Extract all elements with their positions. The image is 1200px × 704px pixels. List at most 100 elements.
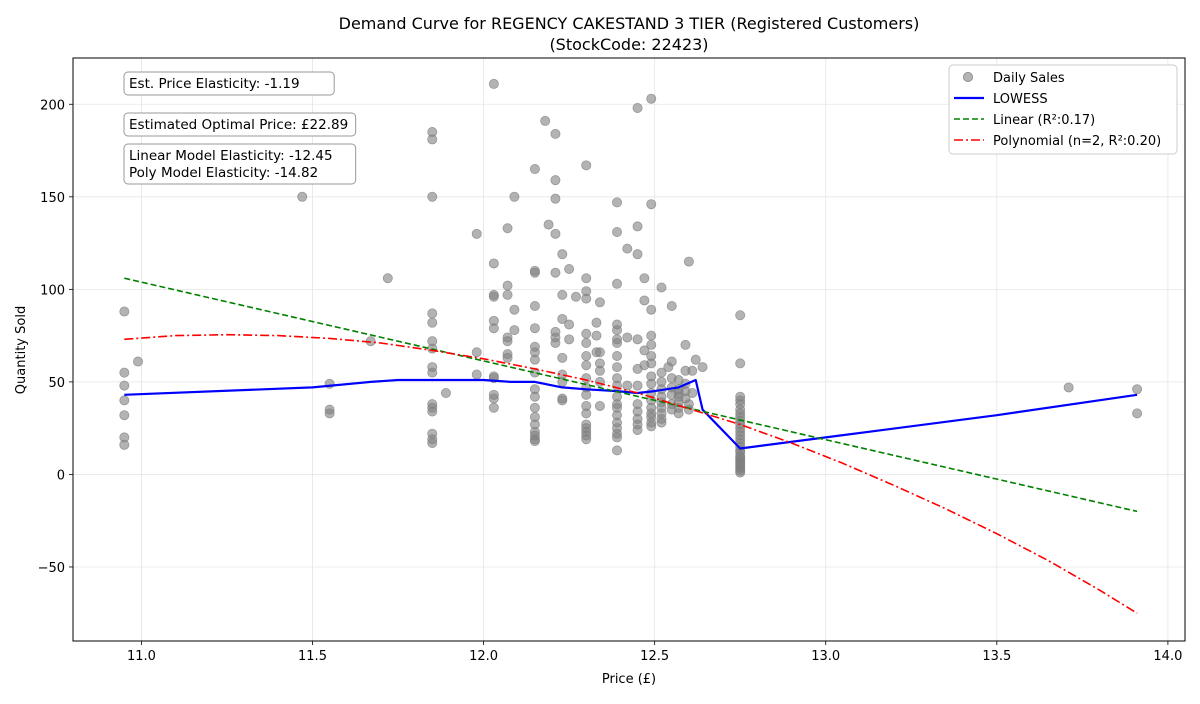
scatter-point <box>581 328 592 339</box>
polynomial-fit-line <box>124 333 1138 614</box>
scatter-point <box>488 78 499 89</box>
scatter-point <box>529 164 540 175</box>
scatter-point <box>557 313 568 324</box>
annotation-text: Linear Model Elasticity: -12.45 <box>129 148 333 164</box>
y-tick-label: 50 <box>48 376 65 391</box>
scatter-point <box>594 400 605 411</box>
scatter-point <box>591 330 602 341</box>
scatter-point <box>502 336 513 347</box>
scatter-point <box>581 360 592 371</box>
scatter-point <box>612 350 623 361</box>
scatter-point <box>529 367 540 378</box>
scatter-point <box>471 347 482 358</box>
x-tick-label: 13.5 <box>982 649 1011 664</box>
scatter-point <box>581 408 592 419</box>
scatter-point <box>488 291 499 302</box>
scatter-point <box>427 437 438 448</box>
scatter-point <box>557 289 568 300</box>
scatter-point <box>591 317 602 328</box>
scatter-point <box>427 367 438 378</box>
scatter-point <box>697 362 708 373</box>
scatter-point <box>471 228 482 239</box>
scatter-point <box>646 93 657 104</box>
scatter-point <box>550 267 561 278</box>
scatter-point <box>557 395 568 406</box>
scatter-point <box>502 280 513 291</box>
scatter-point <box>656 417 667 428</box>
scatter-point <box>646 199 657 210</box>
scatter-point <box>133 356 144 367</box>
scatter-point <box>550 175 561 186</box>
scatter-point <box>656 282 667 293</box>
scatter-point <box>543 219 554 230</box>
scatter-point <box>683 404 694 415</box>
scatter-point <box>581 293 592 304</box>
legend-label: Polynomial (n=2, R²:0.20) <box>993 134 1161 149</box>
y-tick-label: 0 <box>57 468 65 483</box>
scatter-point <box>646 358 657 369</box>
y-axis-label: Quantity Sold <box>14 306 29 394</box>
scatter-point <box>324 408 335 419</box>
scatter-point <box>666 301 677 312</box>
scatter-point <box>581 373 592 384</box>
scatter-point <box>594 347 605 358</box>
chart-title-line-1: Demand Curve for REGENCY CAKESTAND 3 TIE… <box>339 14 920 33</box>
scatter-point <box>1132 384 1143 395</box>
scatter-point <box>594 365 605 376</box>
legend-frame <box>948 64 1178 155</box>
scatter-point <box>440 387 451 398</box>
scatter-point <box>119 439 130 450</box>
scatter-point <box>119 395 130 406</box>
scatter-point <box>529 391 540 402</box>
scatter-point <box>646 330 657 341</box>
scatter-point <box>509 325 520 336</box>
scatter-point <box>683 256 694 267</box>
scatter-point <box>735 358 746 369</box>
y-tick-label: 100 <box>40 283 65 298</box>
scatter-point <box>550 128 561 139</box>
scatter-point <box>622 380 633 391</box>
annotation-boxes: Est. Price Elasticity: -1.19 Estimated Op… <box>123 71 357 185</box>
legend-label: Daily Sales <box>993 71 1065 86</box>
scatter-point <box>639 345 650 356</box>
scatter-point <box>1063 382 1074 393</box>
scatter-point <box>581 389 592 400</box>
annotation-frame <box>123 112 357 137</box>
scatter-point <box>632 102 643 113</box>
x-tick-label: 12.0 <box>469 649 498 664</box>
scatter-point <box>646 339 657 350</box>
x-tick-label: 13.0 <box>811 649 840 664</box>
scatter-point <box>646 378 657 389</box>
y-tick-label: −50 <box>38 561 65 576</box>
scatter-point <box>119 367 130 378</box>
x-tick-label: 14.0 <box>1153 649 1182 664</box>
scatter-point <box>427 406 438 417</box>
scatter-point <box>557 352 568 363</box>
scatter-point <box>735 310 746 321</box>
scatter-point <box>594 297 605 308</box>
legend-label: Linear (R²:0.17) <box>993 113 1095 128</box>
scatter-point <box>632 249 643 260</box>
scatter-point <box>581 160 592 171</box>
scatter-point <box>119 410 130 421</box>
scatter-point <box>509 191 520 202</box>
linear-fit-line <box>124 277 1138 513</box>
scatter-point <box>488 258 499 269</box>
scatter-point <box>680 339 691 350</box>
legend-marker-daily-sales <box>963 72 974 83</box>
scatter-point <box>488 393 499 404</box>
scatter-point <box>550 228 561 239</box>
scatter-point <box>564 319 575 330</box>
scatter-point <box>557 249 568 260</box>
scatter-point <box>119 380 130 391</box>
scatter-point <box>529 402 540 413</box>
scatter-point <box>427 308 438 319</box>
scatter-point <box>639 295 650 306</box>
lowess-line <box>124 378 1138 450</box>
scatter-point <box>564 263 575 274</box>
scatter-point <box>382 273 393 284</box>
scatter-point <box>646 304 657 315</box>
